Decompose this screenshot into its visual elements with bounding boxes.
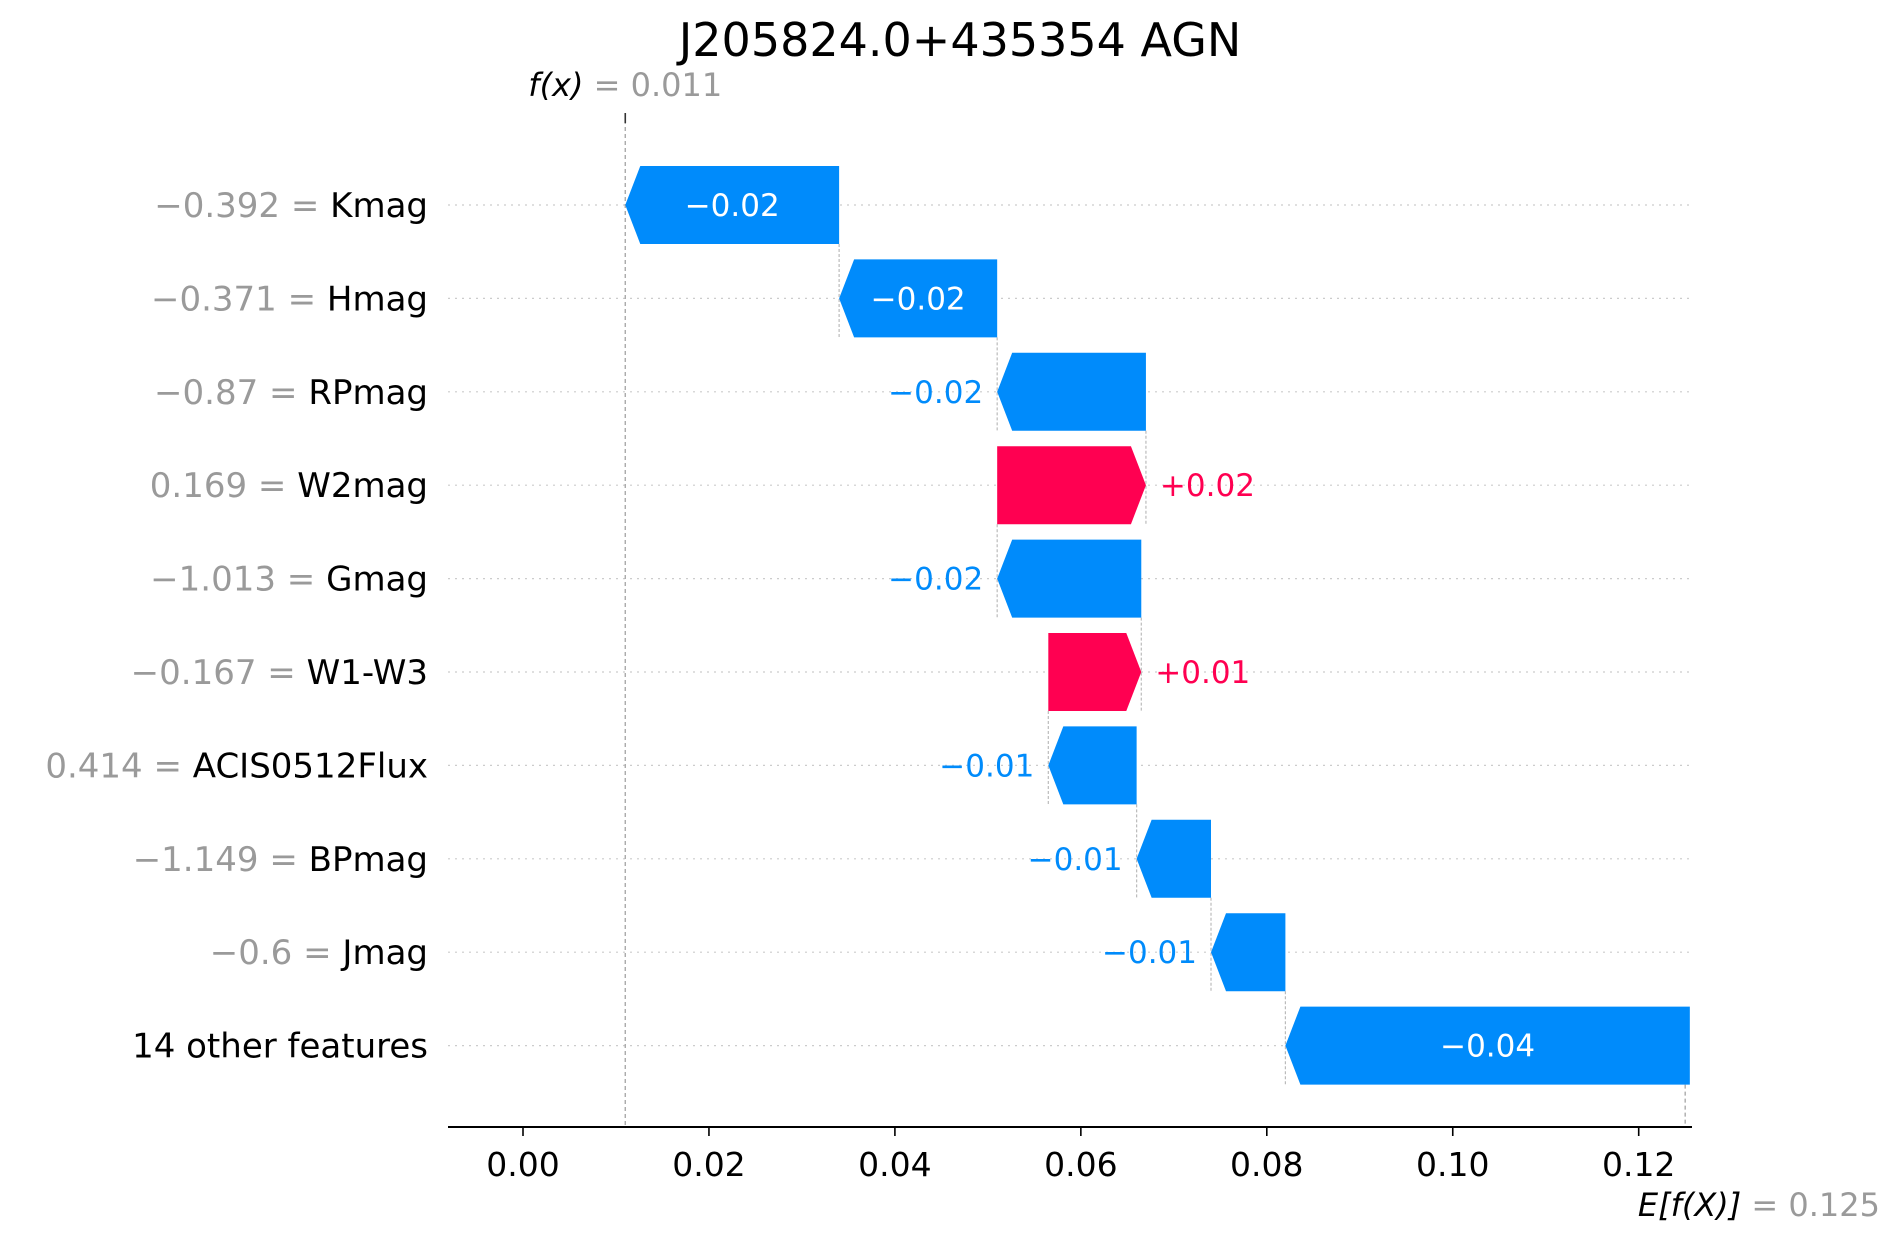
bar-label-5: +0.01	[1155, 655, 1250, 691]
feature-value: −0.392 =	[154, 186, 330, 226]
bar-bpmag	[1136, 819, 1212, 898]
bar-w2mag	[997, 446, 1146, 525]
grid-layer	[448, 204, 1692, 1047]
feature-value: 0.414 =	[45, 746, 192, 786]
feature-value: −1.013 =	[150, 560, 326, 600]
fx-value: = 0.011	[583, 66, 722, 104]
feature-label-2: −0.87 = RPmag	[154, 373, 428, 413]
bar-label-7: −0.01	[1028, 842, 1123, 878]
bars-layer: −0.02 −0.02 −0.02 +0.02 −0.02 +0.01 −0.01 −0.01…	[625, 166, 1690, 1085]
feature-label-5: −0.167 = W1-W3	[131, 653, 428, 693]
feature-value: −0.87 =	[154, 373, 308, 413]
x-tick-label-3: 0.06	[1044, 1145, 1117, 1184]
bar-label-0: −0.02	[685, 188, 780, 224]
reference-lines	[624, 113, 1686, 1127]
bar-label-3: +0.02	[1160, 468, 1255, 504]
bar-label-9: −0.04	[1440, 1029, 1535, 1065]
feature-name: 14 other features	[132, 1027, 428, 1067]
bar-label-1: −0.02	[871, 281, 966, 317]
feature-name: Kmag	[330, 186, 428, 226]
bar-w1-w3	[1048, 633, 1142, 711]
chart-title: J205824.0+435354 AGN	[676, 13, 1242, 67]
efx-value: = 0.125	[1741, 1186, 1880, 1224]
bar-rpmag	[997, 352, 1146, 431]
feature-value: −0.167 =	[131, 653, 307, 693]
bar-hmag	[839, 259, 998, 338]
efx-label: E[f(X)]	[1638, 1186, 1741, 1224]
feature-name: Gmag	[326, 560, 428, 600]
x-tick-label-2: 0.04	[858, 1145, 931, 1184]
feature-label-8: −0.6 = Jmag	[210, 933, 428, 973]
fx-annotation: f(x) = 0.011	[528, 66, 722, 104]
feature-name: ACIS0512Flux	[193, 746, 428, 786]
bar-label-8: −0.01	[1102, 935, 1197, 971]
x-tick-label-0: 0.00	[486, 1145, 559, 1184]
efx-annotation: E[f(X)] = 0.125	[1638, 1186, 1880, 1224]
feature-value: −0.6 =	[210, 933, 343, 973]
feature-label-6: 0.414 = ACIS0512Flux	[45, 746, 428, 786]
feature-value: 0.169 =	[150, 466, 297, 506]
feature-name: W2mag	[297, 466, 428, 506]
fx-label: f(x)	[528, 66, 583, 104]
annotations-layer: f(x) = 0.011 E[f(X)] = 0.125	[528, 66, 1880, 1224]
x-tick-label-4: 0.08	[1230, 1145, 1303, 1184]
x-tick-label-6: 0.12	[1602, 1145, 1675, 1184]
x-tick-label-5: 0.10	[1416, 1145, 1489, 1184]
bar-label-4: −0.02	[888, 562, 983, 598]
feature-value: −0.371 =	[151, 279, 327, 319]
feature-label-7: −1.149 = BPmag	[133, 840, 428, 880]
x-tick-label-1: 0.02	[672, 1145, 745, 1184]
feature-name: W1-W3	[307, 653, 428, 693]
feature-label-1: −0.371 = Hmag	[151, 279, 428, 319]
feature-name: RPmag	[308, 373, 428, 413]
feature-label-9: 14 other features	[132, 1027, 428, 1067]
bar-jmag	[1211, 913, 1286, 992]
bar-label-6: −0.01	[939, 748, 1034, 784]
feature-value: −1.149 =	[133, 840, 309, 880]
bar-gmag	[997, 539, 1142, 618]
bar-acis0512flux	[1048, 726, 1137, 805]
feature-label-4: −1.013 = Gmag	[150, 560, 428, 600]
bar-kmag	[625, 166, 840, 244]
x-axis: 0.00 0.02 0.04 0.06 0.08 0.10 0.12	[448, 1126, 1692, 1184]
bar-label-2: −0.02	[888, 375, 983, 411]
feature-name: Hmag	[327, 279, 428, 319]
feature-label-3: 0.169 = W2mag	[150, 466, 428, 506]
feature-name: Jmag	[340, 933, 428, 973]
feature-labels-layer: −0.392 = Kmag −0.371 = Hmag −0.87 = RPmag 0…	[45, 186, 428, 1067]
feature-label-0: −0.392 = Kmag	[154, 186, 428, 226]
feature-name: BPmag	[309, 840, 428, 880]
bar-14-other-features	[1285, 1006, 1690, 1085]
